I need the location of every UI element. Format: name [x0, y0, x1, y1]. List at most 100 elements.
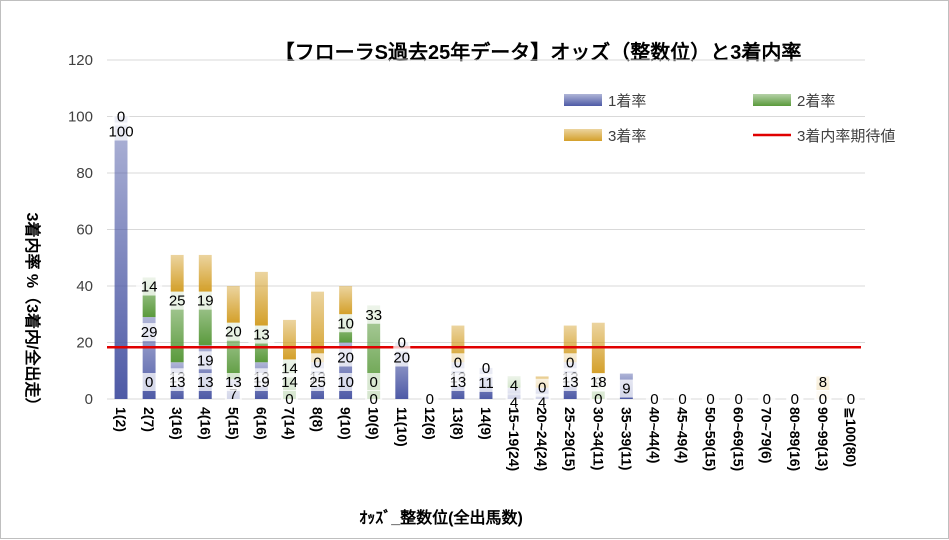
y-tick-label: 0 — [85, 391, 93, 408]
data-label: 9 — [622, 381, 630, 398]
x-tick-label: 14(9) — [478, 407, 494, 440]
x-tick-label: 90~99(13) — [815, 407, 831, 471]
x-tick-label: 7(14) — [281, 407, 297, 440]
data-label-bg — [280, 390, 298, 408]
data-label: 14 — [141, 279, 158, 296]
data-label-bg — [505, 393, 523, 412]
x-tick-label: 9(10) — [338, 407, 354, 440]
data-label: 20 — [225, 324, 242, 341]
x-tick-label: 20~24(24) — [534, 407, 550, 471]
y-axis-title: 3着内率 %（3着内/全出走） — [23, 213, 42, 414]
x-tick-label: 3(16) — [169, 407, 185, 440]
data-label: 13 — [197, 374, 214, 391]
data-label-bg — [585, 373, 612, 391]
data-label: 13 — [169, 374, 186, 391]
data-label: 0 — [454, 354, 462, 371]
data-label: 0 — [370, 374, 378, 391]
data-label: 4 — [538, 395, 546, 412]
data-label-bg — [276, 373, 303, 391]
data-label-bg — [814, 390, 832, 408]
data-label: 33 — [365, 307, 382, 324]
data-label: 0 — [847, 391, 855, 408]
data-label-bg — [164, 373, 191, 391]
bar-3-2 — [170, 254, 184, 292]
data-label: 0 — [594, 391, 602, 408]
x-tick-label: 2(7) — [141, 407, 157, 432]
x-tick-label: 8(8) — [310, 407, 326, 432]
data-label-bg — [309, 353, 327, 372]
data-label-bg — [444, 373, 471, 391]
bar-3-5 — [254, 271, 268, 326]
data-label-bg — [192, 373, 219, 391]
data-label-bg — [276, 359, 303, 378]
data-label: 13 — [225, 374, 242, 391]
bar-3-6 — [283, 319, 296, 360]
data-label: 14 — [281, 374, 298, 391]
y-tick-label: 100 — [68, 109, 93, 126]
legend-label: 3着率 — [608, 128, 646, 145]
data-label: 0 — [763, 391, 771, 408]
data-label: 0 — [426, 391, 434, 408]
data-label-bg — [473, 373, 499, 392]
data-label: 10 — [337, 374, 354, 391]
data-label: 0 — [734, 391, 742, 408]
x-tick-label: 5(15) — [225, 407, 241, 440]
data-label: 25 — [309, 374, 326, 391]
y-axis-ticks: 0 20 40 60 80 100 120 — [68, 52, 93, 408]
data-label-bg — [112, 107, 130, 126]
data-label-bg — [140, 373, 158, 391]
data-label-bg — [220, 322, 247, 341]
legend: 1着率 2着率 3着率 3着内率期待値 — [564, 93, 895, 145]
data-label-bg — [449, 353, 467, 372]
data-label: 4 — [510, 395, 518, 412]
data-label: 25 — [169, 293, 186, 310]
data-label: 20 — [337, 350, 354, 367]
legend-swatch-3 — [564, 129, 602, 141]
data-label: 10 — [337, 315, 354, 332]
data-label-bg — [617, 379, 635, 398]
bar-3-7 — [311, 291, 325, 363]
data-label-bg — [192, 291, 219, 310]
data-label: 0 — [370, 391, 378, 408]
data-label-bg — [786, 390, 804, 408]
data-label-bg — [220, 373, 247, 391]
data-label: 0 — [678, 391, 686, 408]
data-label-bg — [365, 390, 383, 408]
data-label: 0 — [313, 354, 321, 371]
bar-3-12 — [451, 325, 465, 363]
legend-swatch-2 — [753, 94, 791, 106]
x-tick-label: 30~34(11) — [590, 407, 606, 470]
x-tick-label: 11(10) — [394, 407, 410, 447]
data-label: 0 — [706, 391, 714, 408]
data-label-bg — [842, 390, 860, 408]
data-label-bg — [557, 373, 584, 391]
data-label: 13 — [450, 374, 467, 391]
data-label: 29 — [141, 324, 158, 341]
x-tick-label: 35~39(11) — [618, 407, 634, 470]
data-label: 0 — [819, 391, 827, 408]
data-label-bg — [248, 373, 275, 391]
data-label: 18 — [590, 374, 607, 391]
y-tick-label: 80 — [76, 165, 93, 182]
data-label: 0 — [566, 354, 574, 371]
data-label: 0 — [650, 391, 658, 408]
bar-3-16 — [563, 325, 577, 363]
x-tick-label: 12(6) — [422, 407, 438, 440]
data-label-bg — [136, 277, 163, 296]
x-tick-label: 60~69(15) — [731, 407, 747, 471]
x-tick-label: 15~19(24) — [506, 407, 522, 471]
data-label-bg — [589, 390, 607, 408]
data-label: 20 — [393, 350, 410, 367]
x-tick-label: 13(8) — [450, 407, 466, 440]
x-tick-label: 6(16) — [253, 407, 269, 440]
data-label: 19 — [253, 374, 270, 391]
data-label-bg — [332, 373, 359, 391]
data-label: 19 — [197, 293, 214, 310]
data-label-bg — [192, 351, 219, 370]
legend-swatch-1 — [564, 94, 602, 106]
data-label: 4 — [510, 377, 518, 394]
data-label-bg — [136, 323, 163, 342]
y-tick-label: 60 — [76, 222, 93, 239]
